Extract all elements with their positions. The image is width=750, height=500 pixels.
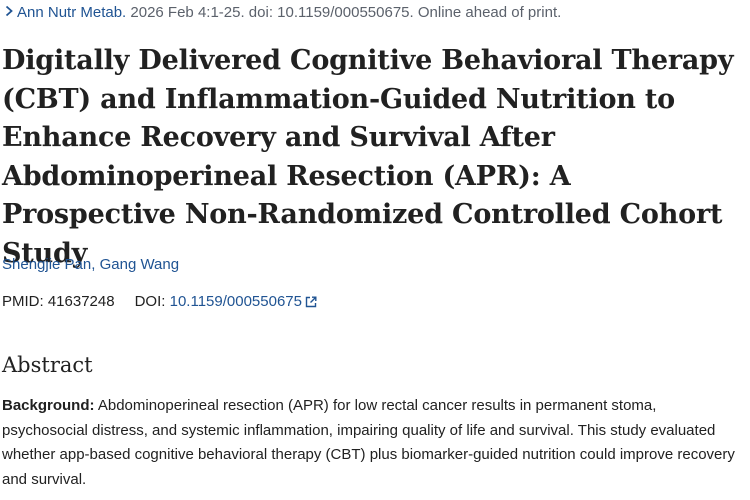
- abstract-background: Background: Abdominoperineal resection (…: [2, 394, 744, 492]
- identifiers: PMID: 41637248 DOI: 10.1159/000550675: [2, 292, 317, 314]
- doi-link[interactable]: 10.1159/000550675: [170, 293, 317, 310]
- author-link[interactable]: Shengjie Pan: [2, 256, 92, 273]
- article-title: Digitally Delivered Cognitive Behavioral…: [2, 45, 734, 269]
- author-list: Shengjie Pan, Gang Wang: [2, 255, 179, 275]
- pmid-value: 41637248: [47, 293, 115, 310]
- author-link[interactable]: Gang Wang: [99, 256, 180, 273]
- citation-details: 2026 Feb 4:1-25. doi: 10.1159/000550675.…: [130, 4, 562, 21]
- pmid-label: PMID:: [2, 293, 44, 310]
- abstract-heading: Abstract: [2, 353, 93, 377]
- background-text: Abdominoperineal resection (APR) for low…: [2, 397, 735, 488]
- chevron-right-icon[interactable]: [4, 4, 17, 22]
- citation-line: Ann Nutr Metab. 2026 Feb 4:1-25. doi: 10…: [4, 4, 561, 22]
- doi-value[interactable]: 10.1159/000550675: [169, 293, 302, 310]
- journal-link[interactable]: Ann Nutr Metab.: [17, 4, 127, 21]
- external-link-icon[interactable]: [305, 294, 317, 314]
- author-separator: ,: [91, 256, 100, 273]
- doi-label: DOI:: [134, 293, 166, 310]
- background-label: Background:: [2, 397, 95, 414]
